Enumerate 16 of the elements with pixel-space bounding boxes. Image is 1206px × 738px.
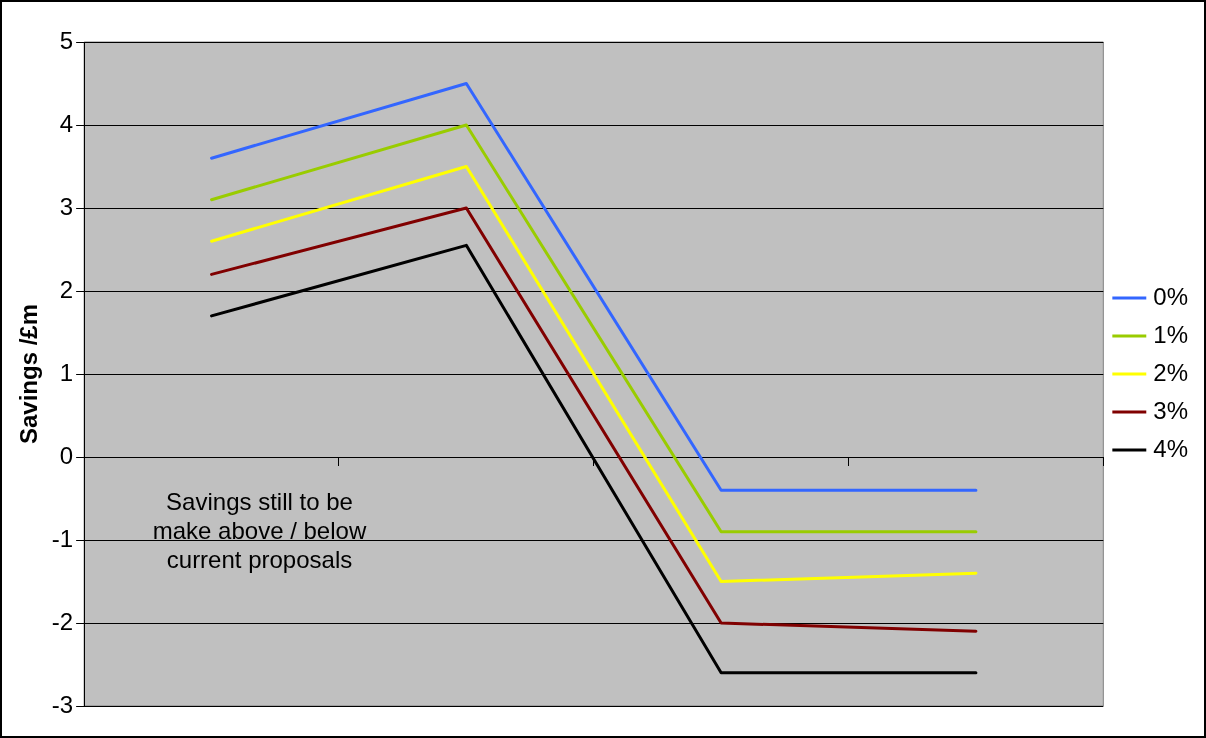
y-tick-label: 2 xyxy=(59,275,74,303)
legend-label: 1% xyxy=(1153,320,1188,348)
legend-label: 4% xyxy=(1153,434,1188,462)
legend-label: 2% xyxy=(1153,358,1188,386)
annotation: Savings still to be make above / below current proposals xyxy=(152,487,367,574)
y-tick-label: 0 xyxy=(59,441,74,469)
y-tick-label: -1 xyxy=(51,524,74,552)
y-axis-title: Savings /£m xyxy=(15,303,43,445)
y-tick-label: 4 xyxy=(59,109,74,137)
y-tick-label: -3 xyxy=(51,690,74,718)
y-tick-label: -2 xyxy=(51,607,74,635)
y-tick-label: 5 xyxy=(59,26,74,54)
y-tick-label: 1 xyxy=(59,358,74,386)
legend-label: 3% xyxy=(1153,396,1188,424)
legend-label: 0% xyxy=(1153,282,1188,310)
y-tick-label: 3 xyxy=(59,192,74,220)
